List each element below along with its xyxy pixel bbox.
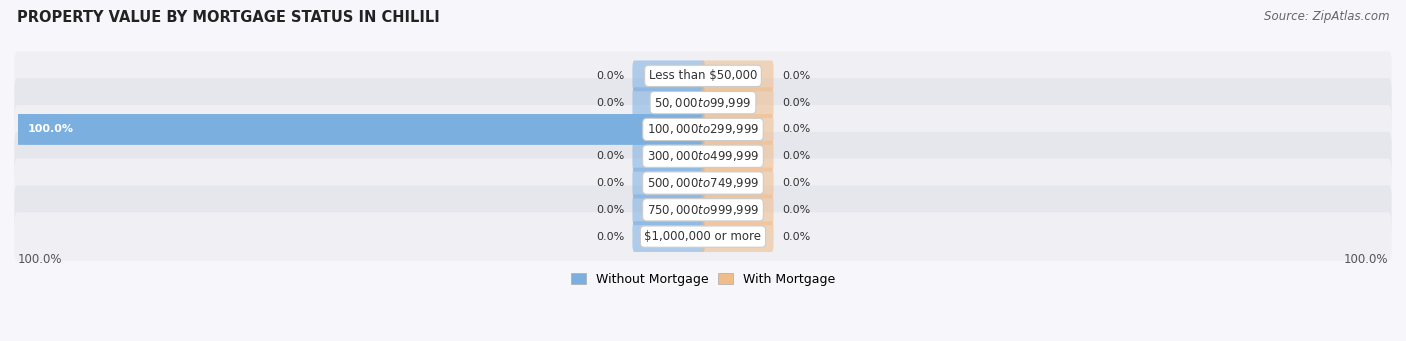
FancyBboxPatch shape: [633, 221, 704, 252]
FancyBboxPatch shape: [702, 221, 773, 252]
Text: 0.0%: 0.0%: [782, 124, 810, 134]
Text: 100.0%: 100.0%: [28, 124, 75, 134]
Text: 0.0%: 0.0%: [782, 98, 810, 108]
Legend: Without Mortgage, With Mortgage: Without Mortgage, With Mortgage: [565, 268, 841, 291]
Text: 0.0%: 0.0%: [596, 205, 624, 215]
Text: 100.0%: 100.0%: [18, 253, 62, 266]
Text: $100,000 to $299,999: $100,000 to $299,999: [647, 122, 759, 136]
Text: 0.0%: 0.0%: [596, 71, 624, 81]
Text: Source: ZipAtlas.com: Source: ZipAtlas.com: [1264, 10, 1389, 23]
FancyBboxPatch shape: [702, 141, 773, 172]
FancyBboxPatch shape: [14, 132, 1392, 181]
FancyBboxPatch shape: [14, 186, 1392, 234]
Text: 0.0%: 0.0%: [782, 205, 810, 215]
Text: $1,000,000 or more: $1,000,000 or more: [644, 230, 762, 243]
FancyBboxPatch shape: [14, 78, 1392, 127]
Text: 0.0%: 0.0%: [782, 232, 810, 242]
FancyBboxPatch shape: [633, 60, 704, 91]
Text: Less than $50,000: Less than $50,000: [648, 69, 758, 83]
Text: 0.0%: 0.0%: [596, 151, 624, 161]
FancyBboxPatch shape: [14, 212, 1392, 261]
FancyBboxPatch shape: [633, 194, 704, 225]
Text: $50,000 to $99,999: $50,000 to $99,999: [654, 96, 752, 110]
Text: 0.0%: 0.0%: [782, 178, 810, 188]
FancyBboxPatch shape: [14, 105, 1392, 154]
Text: 100.0%: 100.0%: [1344, 253, 1388, 266]
FancyBboxPatch shape: [702, 114, 773, 145]
Text: 0.0%: 0.0%: [596, 178, 624, 188]
FancyBboxPatch shape: [14, 159, 1392, 207]
Text: $300,000 to $499,999: $300,000 to $499,999: [647, 149, 759, 163]
FancyBboxPatch shape: [702, 194, 773, 225]
Text: 0.0%: 0.0%: [782, 71, 810, 81]
Text: 0.0%: 0.0%: [596, 232, 624, 242]
Text: PROPERTY VALUE BY MORTGAGE STATUS IN CHILILI: PROPERTY VALUE BY MORTGAGE STATUS IN CHI…: [17, 10, 440, 25]
Text: 0.0%: 0.0%: [782, 151, 810, 161]
Text: 0.0%: 0.0%: [596, 98, 624, 108]
FancyBboxPatch shape: [633, 87, 704, 118]
FancyBboxPatch shape: [702, 60, 773, 91]
FancyBboxPatch shape: [633, 168, 704, 198]
Text: $500,000 to $749,999: $500,000 to $749,999: [647, 176, 759, 190]
FancyBboxPatch shape: [14, 51, 1392, 100]
FancyBboxPatch shape: [633, 141, 704, 172]
FancyBboxPatch shape: [15, 114, 704, 145]
FancyBboxPatch shape: [702, 87, 773, 118]
FancyBboxPatch shape: [702, 168, 773, 198]
Text: $750,000 to $999,999: $750,000 to $999,999: [647, 203, 759, 217]
